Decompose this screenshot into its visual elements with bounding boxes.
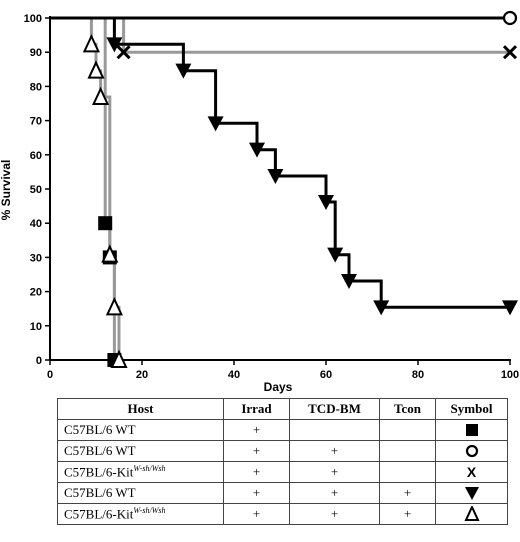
- x-tick-label: 40: [228, 369, 240, 381]
- y-tick-label: 30: [30, 252, 42, 264]
- legend-table: Host Irrad TCD-BM Tcon Symbol C57BL/6 WT…: [57, 398, 508, 525]
- marker-x: [116, 45, 131, 60]
- x-tick-label: 100: [501, 369, 519, 381]
- irrad-cell: +: [223, 461, 290, 483]
- y-axis-title: % Survival: [0, 160, 13, 221]
- tcd-bm-cell: +: [289, 461, 380, 483]
- tcon-cell: [379, 461, 436, 483]
- marker-triangle-down: [502, 300, 518, 316]
- irrad-cell: +: [223, 419, 290, 441]
- host-name: C57BL/6-Kit: [64, 506, 134, 522]
- host-name: C57BL/6 WT: [64, 443, 136, 458]
- marker-triangle-down: [106, 37, 123, 53]
- header-symbol: Symbol: [435, 398, 508, 420]
- x-tick-label: 60: [320, 369, 332, 381]
- square-icon: [465, 424, 478, 436]
- tcd-bm-cell: [289, 419, 380, 441]
- legend-row: C57BL/6 WT +: [57, 419, 508, 441]
- marker-circle: [502, 10, 518, 26]
- y-tick-label: 10: [30, 321, 42, 333]
- host-allele-superscript: W-sh/Wsh: [133, 463, 166, 473]
- symbol-cell: [435, 419, 508, 441]
- triangle-down-symbol: [464, 487, 479, 500]
- marker-triangle-down: [318, 194, 334, 210]
- irrad-cell: +: [223, 482, 290, 504]
- host-cell: C57BL/6-KitW-sh/Wsh: [57, 503, 224, 525]
- header-irrad: Irrad: [223, 398, 290, 420]
- marker-triangle-up: [105, 296, 123, 316]
- survival-curve-triangle-down: [50, 16, 510, 309]
- host-allele-superscript: W-sh/Wsh: [133, 505, 166, 515]
- header-tcon: Tcon: [379, 398, 436, 420]
- tcd-bm-cell: +: [289, 440, 380, 462]
- marker-triangle-down: [175, 63, 192, 79]
- host-name: C57BL/6-Kit: [64, 464, 134, 480]
- marker-triangle-down: [373, 300, 390, 316]
- host-cell: C57BL/6 WT: [57, 419, 224, 441]
- triangle-up-symbol: [463, 506, 480, 521]
- y-tick-label: 60: [30, 150, 42, 162]
- triangle-up-icon: [463, 506, 480, 521]
- legend-row: C57BL/6 WT + + +: [57, 482, 508, 504]
- y-tick-label: 70: [30, 116, 42, 128]
- x-tick-label: 20: [136, 369, 148, 381]
- marker-triangle-up: [110, 349, 128, 368]
- legend-row: C57BL/6-KitW-sh/Wsh + + X: [57, 461, 508, 483]
- marker-triangle-up: [101, 244, 119, 263]
- legend-row: C57BL/6-KitW-sh/Wsh + + +: [57, 503, 508, 525]
- legend-row: C57BL/6 WT + +: [57, 440, 508, 462]
- symbol-cell: [435, 482, 508, 504]
- marker-layer: [82, 10, 518, 368]
- marker-triangle-up: [92, 86, 110, 106]
- x-tick-label: 80: [412, 369, 424, 381]
- marker-triangle-down: [207, 116, 224, 132]
- x-axis-title: Days: [264, 380, 293, 394]
- host-cell: C57BL/6 WT: [57, 482, 224, 504]
- tcon-cell: +: [379, 482, 436, 504]
- irrad-cell: +: [223, 503, 290, 525]
- y-tick-label: 40: [30, 218, 42, 230]
- y-tick-label: 50: [30, 184, 42, 196]
- marker-triangle-down: [267, 169, 284, 185]
- marker-triangle-up: [87, 60, 105, 79]
- survival-chart: 0 10 20 30 40 50 60 70 80 90 100 0 20 40 60 80 100 % Sur…: [0, 10, 520, 394]
- marker-x: [502, 45, 518, 60]
- header-tcd-bm: TCD-BM: [289, 398, 380, 420]
- y-tick-label: 80: [30, 81, 42, 93]
- host-name: C57BL/6 WT: [64, 422, 136, 437]
- circle-icon: [465, 444, 478, 458]
- symbol-cell: [435, 440, 508, 462]
- marker-triangle-down: [249, 142, 265, 158]
- marker-triangle-down: [341, 273, 357, 289]
- symbol-cell: X: [435, 461, 508, 483]
- y-tick-label: 90: [30, 47, 42, 59]
- x-tick-label: 0: [47, 369, 53, 381]
- legend-header-row: Host Irrad TCD-BM Tcon Symbol: [57, 398, 508, 420]
- marker-triangle-up: [82, 33, 100, 53]
- y-tick-label: 20: [30, 287, 42, 299]
- tcon-cell: +: [379, 503, 436, 525]
- square-symbol: [465, 424, 478, 436]
- triangle-down-icon: [464, 487, 479, 500]
- tcd-bm-cell: +: [289, 482, 380, 504]
- y-tick-label: 100: [24, 13, 42, 25]
- symbol-cell: [435, 503, 508, 525]
- host-cell: C57BL/6 WT: [57, 440, 224, 462]
- marker-triangle-down: [327, 247, 344, 263]
- x-symbol-glyph: X: [466, 463, 477, 480]
- marker-square: [98, 216, 113, 231]
- header-host: Host: [57, 398, 224, 420]
- tcd-bm-cell: +: [289, 503, 380, 525]
- tcon-cell: [379, 419, 436, 441]
- host-cell: C57BL/6-KitW-sh/Wsh: [57, 461, 224, 483]
- circle-symbol: [465, 444, 478, 458]
- tcon-cell: [379, 440, 436, 462]
- axes-layer: 0 10 20 30 40 50 60 70 80 90 100 0 20 40 60 80 100: [24, 13, 520, 381]
- host-name: C57BL/6 WT: [64, 485, 136, 500]
- y-tick-label: 0: [36, 355, 42, 367]
- irrad-cell: +: [223, 440, 290, 462]
